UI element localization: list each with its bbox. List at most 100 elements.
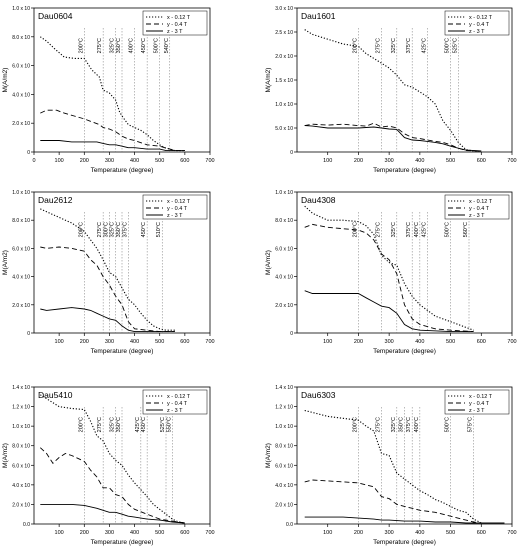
x-tick-label: 400 — [415, 530, 424, 536]
y-tick-label: 2.0 x 10 — [275, 54, 293, 60]
x-tick-label: 400 — [130, 158, 139, 164]
x-tick-label: 700 — [205, 339, 214, 345]
chart-Dau4308: 100 200 300 400 500 600 700 0 2.0 x 10 4.0 x 10 6.… — [265, 190, 517, 355]
x-tick-label: 600 — [180, 339, 189, 345]
y-axis-label: M(A/m2) — [2, 68, 9, 93]
plot-frame — [33, 386, 211, 525]
temperature-marker-label: 450°C — [141, 417, 147, 432]
series-line-2 — [304, 122, 482, 152]
legend-entry: x - 0.12 T — [167, 15, 191, 21]
x-tick-label: 300 — [105, 158, 114, 164]
x-tick-label: 200 — [354, 339, 363, 345]
legend-entry: x - 0.12 T — [167, 394, 191, 400]
temperature-marker-label: 200°C — [352, 38, 358, 53]
plot-frame — [296, 386, 513, 525]
y-tick-label: 0.0 — [286, 522, 293, 528]
temperature-marker-label: 575°C — [468, 417, 474, 432]
y-tick-label: 2.0 x 10 — [275, 502, 293, 508]
legend-entry: x - 0.12 T — [469, 15, 493, 21]
x-tick-label: 700 — [507, 530, 516, 536]
chart-title: Dau2612 — [38, 195, 73, 205]
temperature-marker-label: 510°C — [156, 222, 162, 237]
x-axis-label: Temperature (degree) — [91, 167, 154, 174]
y-tick-label: 0 — [27, 331, 30, 337]
temperature-marker-label: 400°C — [414, 222, 420, 237]
series-line-2 — [40, 246, 175, 333]
temperature-marker-label: 275°C — [375, 222, 381, 237]
x-tick-label: 400 — [415, 158, 424, 164]
temperature-marker-label: 200°C — [78, 38, 84, 53]
temperature-marker-label: 275°C — [97, 417, 103, 432]
legend-entry: z - 3 T — [469, 408, 485, 414]
x-tick-label: 600 — [180, 158, 189, 164]
temperature-marker-label: 275°C — [97, 38, 103, 53]
temperature-marker-label: 350°C — [116, 38, 122, 53]
legend-entry: x - 0.12 T — [469, 199, 493, 205]
y-tick-label: 2.5 x 10 — [275, 30, 293, 36]
series-line-3 — [40, 503, 185, 524]
x-tick-label: 700 — [507, 339, 516, 345]
y-tick-label: 0.0 — [23, 522, 30, 528]
legend-entry: z - 3 T — [167, 213, 183, 219]
x-tick-label: 400 — [130, 530, 139, 536]
temperature-marker-label: 540°C — [164, 38, 170, 53]
y-tick-label: 8.0 x 10 — [275, 444, 293, 450]
y-tick-label: 6.0 x 10 — [12, 463, 30, 469]
y-axis-label: M(A/m2) — [2, 250, 9, 275]
x-axis-label: Temperature (degree) — [373, 348, 436, 355]
series-line-3 — [40, 140, 185, 152]
temperature-marker-label: 375°C — [406, 38, 412, 53]
temperature-marker-label: 525°C — [452, 38, 458, 53]
y-tick-label: 6.0 x 10 — [12, 246, 30, 252]
temperature-marker-label: 325°C — [391, 417, 397, 432]
x-tick-label: 400 — [130, 339, 139, 345]
x-tick-label: 600 — [180, 530, 189, 536]
x-tick-label: 700 — [205, 530, 214, 536]
x-tick-label: 700 — [507, 158, 516, 164]
series-line-3 — [304, 125, 482, 152]
x-tick-label: 200 — [80, 158, 89, 164]
temperature-marker-label: 200°C — [78, 417, 84, 432]
temperature-marker-label: 325°C — [391, 222, 397, 237]
legend-entry: y - 0.4 T — [469, 401, 490, 407]
x-tick-label: 100 — [55, 530, 64, 536]
chart-Dau2612: 100 200 300 400 500 600 700 0 2.0 x 10 4.0 x 10 6.… — [2, 190, 215, 355]
x-tick-label: 300 — [385, 339, 394, 345]
series-line-2 — [40, 109, 185, 152]
series-line-2 — [304, 223, 474, 333]
y-tick-label: 1.4 x 10 — [275, 385, 293, 391]
x-axis-label: Temperature (degree) — [373, 539, 436, 546]
y-tick-label: 6.0 x 10 — [275, 246, 293, 252]
series-line-1 — [39, 36, 185, 152]
chart-Dau0604: 0 100 200 300 400 500 600 700 0 2.0 x 10 4.0 x 10 6… — [2, 6, 215, 174]
temperature-marker-label: 325°C — [110, 417, 116, 432]
temperature-marker-label: 500°C — [154, 38, 160, 53]
y-tick-label: 1.0 x 10 — [275, 102, 293, 108]
temperature-marker-label: 400°C — [414, 417, 420, 432]
x-tick-label: 300 — [385, 530, 394, 536]
series-line-1 — [304, 205, 474, 331]
x-tick-label: 100 — [323, 530, 332, 536]
legend-entry: z - 3 T — [469, 213, 485, 219]
legend-entry: y - 0.4 T — [469, 22, 490, 28]
y-tick-label: 1.0 x 10 — [12, 190, 30, 196]
x-tick-label: 500 — [155, 339, 164, 345]
y-tick-label: 6.0 x 10 — [275, 463, 293, 469]
chart-Dau5410: 100 200 300 400 500 600 700 0.0 2.0 x 10 4.0 x 10… — [2, 385, 215, 546]
series-line-1 — [40, 208, 175, 331]
temperature-marker-label: 350°C — [116, 222, 122, 237]
temperature-marker-label: 325°C — [110, 222, 116, 237]
temperature-marker-label: 525°C — [160, 417, 166, 432]
y-tick-label: 1.0 x 10 — [275, 424, 293, 430]
temperature-marker-label: 350°C — [116, 417, 122, 432]
x-tick-label: 200 — [80, 530, 89, 536]
legend-entry: z - 3 T — [469, 29, 485, 35]
chart-title: Dau6303 — [301, 390, 336, 400]
legend-entry: x - 0.12 T — [167, 199, 191, 205]
plot-frame — [296, 191, 513, 334]
temperature-marker-label: 500°C — [445, 38, 451, 53]
legend-entry: z - 3 T — [167, 408, 183, 414]
x-tick-label: 200 — [354, 158, 363, 164]
y-tick-label: 8.0 x 10 — [275, 218, 293, 224]
series-line-3 — [304, 290, 474, 333]
